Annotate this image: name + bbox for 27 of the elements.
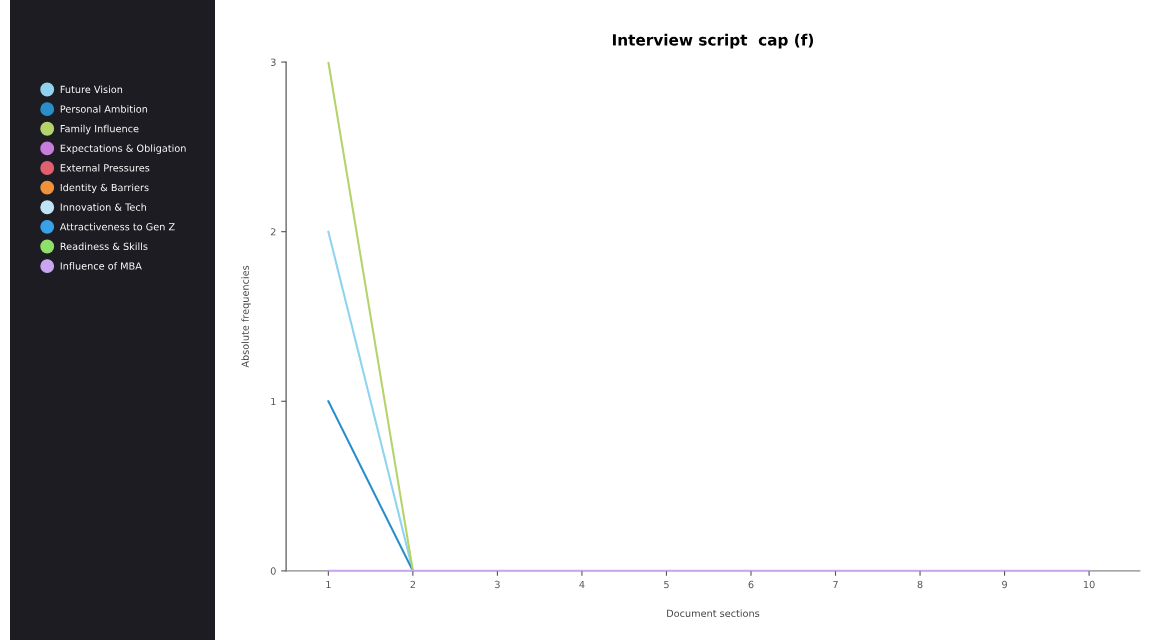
legend-label: Expectations & Obligation xyxy=(60,144,186,154)
x-axis-title: Document sections xyxy=(667,609,760,617)
x-tick-label: 1 xyxy=(326,580,331,588)
x-tick-label: 2 xyxy=(410,580,416,588)
legend-label: Innovation & Tech xyxy=(60,203,147,211)
legend-label: Influence of MBA xyxy=(60,262,142,270)
y-tick-label: 0 xyxy=(270,567,276,575)
x-tick-label: 7 xyxy=(833,580,838,588)
chart-title: Interview script cap (f) xyxy=(612,33,814,49)
legend-label: External Pressures xyxy=(60,164,150,172)
y-tick-label: 1 xyxy=(271,397,276,405)
x-tick-label: 6 xyxy=(748,580,754,589)
x-tick-label: 8 xyxy=(917,580,923,589)
legend-label: Personal Ambition xyxy=(60,105,148,113)
legend-label: Attractiveness to Gen Z xyxy=(59,222,175,231)
legend-label: Readiness & Skills xyxy=(60,242,148,251)
x-tick-label: 9 xyxy=(1002,580,1007,589)
y-tick-label: 3 xyxy=(270,58,276,66)
y-axis-title: Absolute frequencies xyxy=(241,265,251,368)
x-tick-label: 3 xyxy=(495,580,500,589)
legend-label: Identity & Barriers xyxy=(60,183,149,194)
x-tick-label: 4 xyxy=(579,580,585,588)
legend-label: Future Vision xyxy=(60,85,123,94)
legend-label: Family Influence xyxy=(60,124,139,135)
y-tick-label: 2 xyxy=(270,228,276,236)
x-tick-label: 5 xyxy=(664,580,669,589)
x-tick-label: 10 xyxy=(1083,580,1095,589)
